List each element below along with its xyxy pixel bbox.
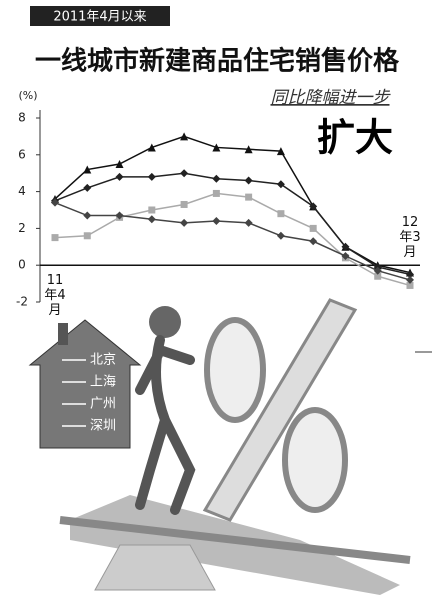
marker [212,217,221,226]
marker [180,218,189,227]
legend-label: 广州 [90,397,116,412]
marker [83,165,92,174]
marker [276,180,285,189]
y-tick-label: 4 [18,184,26,198]
marker [147,143,156,152]
y-tick-label: 6 [18,147,26,161]
marker [180,200,188,208]
marker [277,210,285,218]
marker [212,189,220,197]
series-line [54,192,411,287]
y-tick-label: 0 [18,258,26,272]
marker [244,218,253,227]
marker [309,202,318,211]
marker [406,270,414,279]
kicker-box [30,6,170,26]
marker [341,252,350,260]
marker [147,172,156,181]
series-line [54,172,411,276]
y-tick-label: -2 [16,295,28,309]
marker [180,169,189,178]
marker [245,193,253,201]
marker [147,215,156,224]
marker [276,231,285,240]
kicker: 2011年4月以来 [53,10,146,25]
x-tick-label: 11年4月 [44,273,66,319]
marker [212,174,221,183]
legend-label: 深圳 [90,419,116,434]
legend-label: 上海 [90,375,116,390]
marker [374,272,382,280]
marker [115,160,124,168]
legend-label: 北京 [90,353,116,368]
marker [83,183,92,192]
marker [83,232,91,240]
marker [244,145,253,154]
headline: 扩大 [317,116,393,160]
subtitle: 同比降幅进一步 [271,88,392,108]
marker [309,224,317,232]
marker [341,242,350,251]
marker [115,172,124,181]
marker [148,206,156,214]
y-axis-label: (%) [18,89,37,102]
series-line [54,201,411,281]
marker [406,275,414,284]
marker [83,211,92,220]
x-tick-label: 12年3月 [399,215,421,261]
y-tick-label: 2 [18,221,26,235]
marker [51,234,59,242]
marker [212,143,221,152]
y-tick-label: 8 [18,111,26,125]
illustration [28,298,432,595]
chart-title: 一线城市新建商品住宅销售价格 [35,46,400,77]
marker [180,132,189,141]
marker [276,147,285,156]
marker [244,176,253,185]
marker [115,211,124,220]
marker [309,237,318,246]
marker [406,281,414,289]
marker [373,266,382,275]
marker [51,198,59,207]
